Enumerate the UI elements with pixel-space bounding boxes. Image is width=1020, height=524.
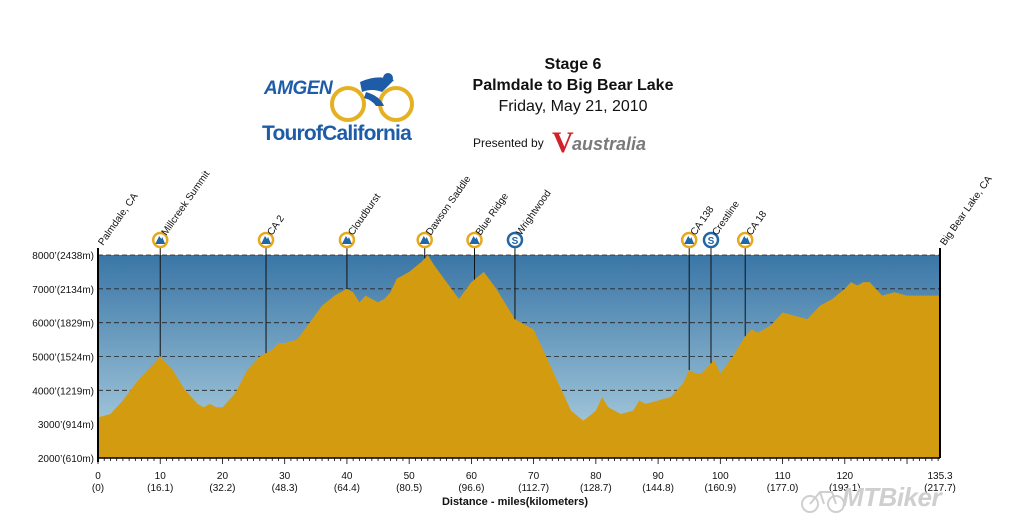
y-tick-label: 6000’(1829m)	[32, 319, 94, 330]
x-axis-label: Distance - miles(kilometers)	[442, 496, 588, 508]
x-tick-label: 30	[279, 471, 291, 482]
x-tick-label: 20	[217, 471, 229, 482]
marker-label: Big Bear Lake, CA	[938, 174, 994, 248]
logo-amgen-text: AMGEN	[264, 78, 333, 99]
y-tick-label: 5000’(1524m)	[32, 353, 94, 364]
marker-label: CA 18	[745, 209, 770, 238]
mountain-icon	[684, 236, 695, 244]
route-title: Palmdale to Big Bear Lake	[472, 77, 674, 94]
mountain-icon	[419, 236, 430, 244]
x-tick-sublabel: (32.2)	[209, 483, 235, 494]
mountain-icon	[341, 236, 352, 244]
cyclist-icon	[330, 73, 414, 122]
y-tick-label: 8000’(2438m)	[32, 251, 94, 262]
marker-label: Millcreek Summit	[160, 169, 213, 238]
x-tick-sublabel: (96.6)	[458, 483, 484, 494]
watermark-text: MTBiker	[842, 482, 942, 512]
marker-label: Cloudburst	[346, 192, 383, 238]
x-tick-label: 60	[466, 471, 478, 482]
x-tick-label: 10	[155, 471, 167, 482]
mountain-icon	[740, 236, 751, 244]
x-tick-label: 0	[95, 471, 101, 482]
x-tick-sublabel: (177.0)	[767, 483, 799, 494]
stage-title: Stage 6	[544, 56, 602, 73]
amgen-tour-of-california-logo: AMGEN TourofCalifornia	[262, 72, 432, 148]
sprint-icon-letter: S	[512, 236, 519, 247]
x-tick-label: 100	[712, 471, 729, 482]
presented-by-label: Presented by	[473, 136, 544, 150]
x-tick-sublabel: (160.9)	[704, 483, 736, 494]
x-tick-label: 135.3	[927, 471, 952, 482]
marker-label: Blue Ridge	[474, 191, 511, 238]
x-tick-sublabel: (112.7)	[518, 483, 549, 494]
bike-icon	[801, 491, 845, 513]
x-tick-label: 50	[404, 471, 416, 482]
x-tick-sublabel: (193.1)	[829, 483, 861, 494]
marker-label: CA 2	[265, 213, 287, 237]
x-tick-sublabel: (144.8)	[642, 483, 674, 494]
sprint-icon-letter: S	[708, 236, 715, 247]
sponsor-name: australia	[572, 134, 647, 154]
x-tick-sublabel: (128.7)	[580, 483, 612, 494]
marker-label: Dawson Saddle	[424, 174, 473, 238]
x-tick-sublabel: (48.3)	[272, 483, 298, 494]
sponsor-logo: V australia	[552, 126, 682, 159]
x-tick-label: 110	[775, 471, 791, 482]
x-tick-label: 70	[528, 471, 540, 482]
x-tick-sublabel: (0)	[92, 483, 104, 494]
y-tick-label: 2000’(610m)	[38, 454, 94, 465]
marker-label: Wrightwood	[514, 188, 553, 237]
x-tick-sublabel: (80.5)	[396, 483, 422, 494]
sponsor-initial: V	[552, 126, 574, 159]
x-tick-sublabel: (217.7)	[924, 483, 956, 494]
sprint-icon	[702, 231, 720, 249]
x-tick-sublabel: (16.1)	[147, 483, 173, 494]
marker-label: Palmdale, CA	[96, 191, 140, 248]
mountain-icon	[261, 236, 272, 244]
mountain-icon	[469, 236, 480, 244]
elevation-profile-area	[98, 255, 940, 458]
x-tick-label: 40	[341, 471, 353, 482]
sprint-icon	[506, 231, 524, 249]
mtbiker-watermark: MTBiker	[800, 482, 1010, 516]
stage-date: Friday, May 21, 2010	[498, 98, 648, 115]
logo-tour-text: TourofCalifornia	[262, 122, 412, 145]
y-tick-label: 7000’(2134m)	[32, 285, 94, 296]
x-tick-label: 90	[653, 471, 665, 482]
x-tick-label: 80	[590, 471, 602, 482]
mountain-icon	[155, 236, 166, 244]
y-tick-label: 4000’(1219m)	[32, 386, 94, 397]
x-tick-label: 120	[836, 471, 853, 482]
x-tick-sublabel: (64.4)	[334, 483, 360, 494]
marker-label: Crestline	[710, 199, 742, 238]
y-tick-label: 3000’(914m)	[38, 420, 94, 431]
